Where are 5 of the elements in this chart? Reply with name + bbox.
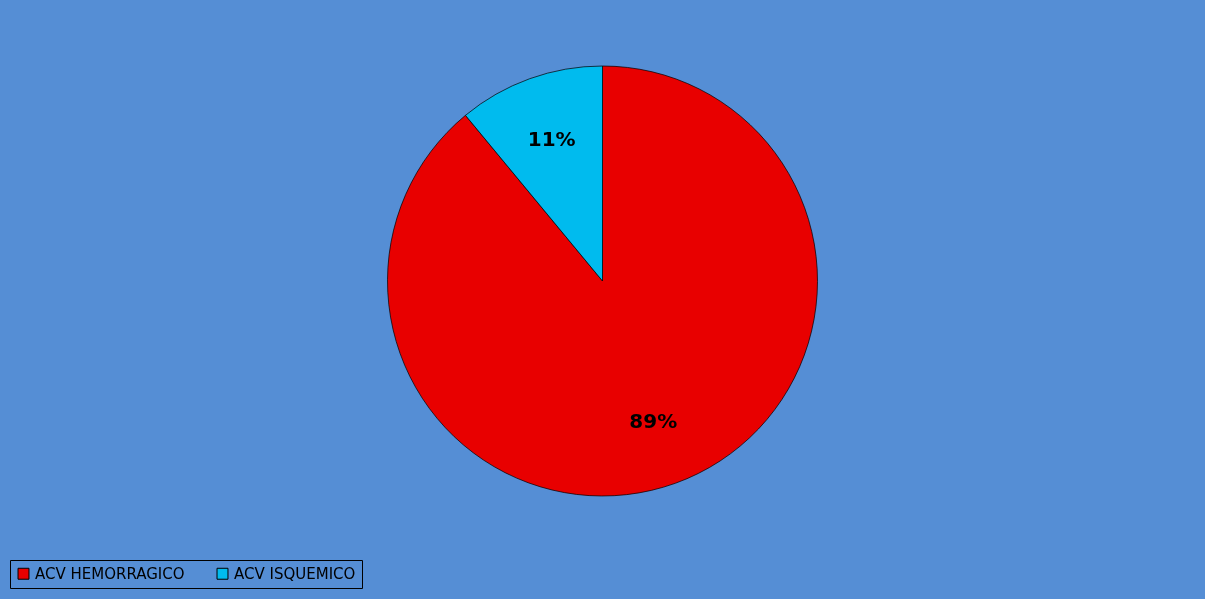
- data-label: 89%: [629, 409, 678, 434]
- pie-slice: [387, 65, 818, 497]
- data-label: 11%: [527, 126, 576, 151]
- legend-label: ACV ISQUEMICO: [234, 564, 356, 583]
- legend-label: ACV HEMORRAGICO: [35, 564, 185, 583]
